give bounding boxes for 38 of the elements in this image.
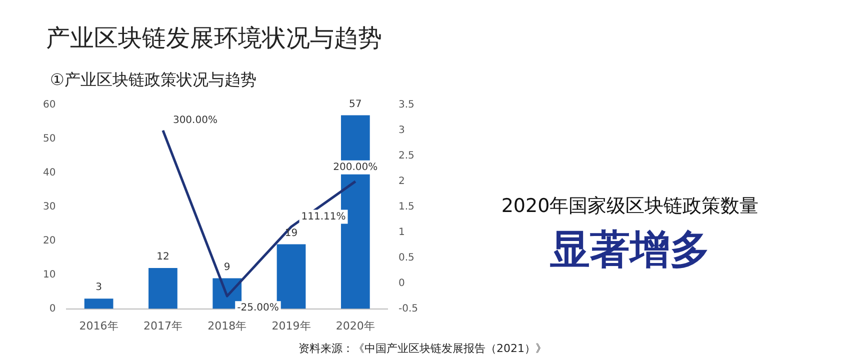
bar — [148, 268, 178, 309]
x-tick-label: 2018年 — [208, 319, 247, 332]
data-label: 300.00% — [172, 115, 218, 126]
data-label: 111.11% — [301, 211, 346, 222]
text: 显著增多 — [549, 226, 711, 275]
data-label: 19 — [284, 228, 298, 239]
y-tick-label: 60 — [42, 100, 56, 111]
y2-tick-label: 2 — [398, 176, 405, 188]
y2-tick-label: 3 — [398, 125, 405, 136]
y-tick-label: 10 — [42, 269, 56, 280]
text: 2020年国家级区块链政策数量 — [500, 194, 760, 219]
y-tick-label: 40 — [42, 168, 56, 179]
y2-tick-label: 1.5 — [398, 201, 414, 212]
data-label: 12 — [156, 252, 170, 263]
x-tick-label: 2016年 — [79, 319, 118, 332]
chart-title: 产业区块链发展环境状况与趋势 — [46, 23, 382, 54]
y2-tick-label: 3.5 — [398, 100, 414, 111]
x-tick-label: 2020年 — [336, 319, 375, 332]
data-label: 3 — [96, 282, 102, 294]
bar — [84, 298, 114, 309]
y-tick-label: 30 — [42, 201, 56, 212]
y-tick-label: 50 — [42, 134, 56, 145]
text: 资料来源：《中国产业区块链发展报告（2021）》 — [298, 341, 548, 356]
data-label: 9 — [224, 262, 230, 273]
y2-tick-label: 0.5 — [398, 252, 414, 264]
y-tick-label: 0 — [49, 303, 56, 314]
y2-tick-label: -0.5 — [398, 303, 418, 314]
x-tick-label: 2017年 — [143, 319, 182, 332]
y2-tick-label: 1 — [398, 226, 405, 238]
chart-subtitle: ①产业区块链政策状况与趋势 — [50, 70, 256, 91]
data-label: 200.00% — [333, 162, 378, 174]
y-tick-label: 20 — [42, 235, 56, 246]
y2-tick-label: 0 — [398, 278, 405, 289]
data-label: 57 — [349, 98, 362, 110]
x-tick-label: 2019年 — [272, 319, 311, 332]
y2-tick-label: 2.5 — [398, 150, 414, 162]
data-label: -25.00% — [237, 302, 279, 314]
bar — [276, 244, 306, 309]
